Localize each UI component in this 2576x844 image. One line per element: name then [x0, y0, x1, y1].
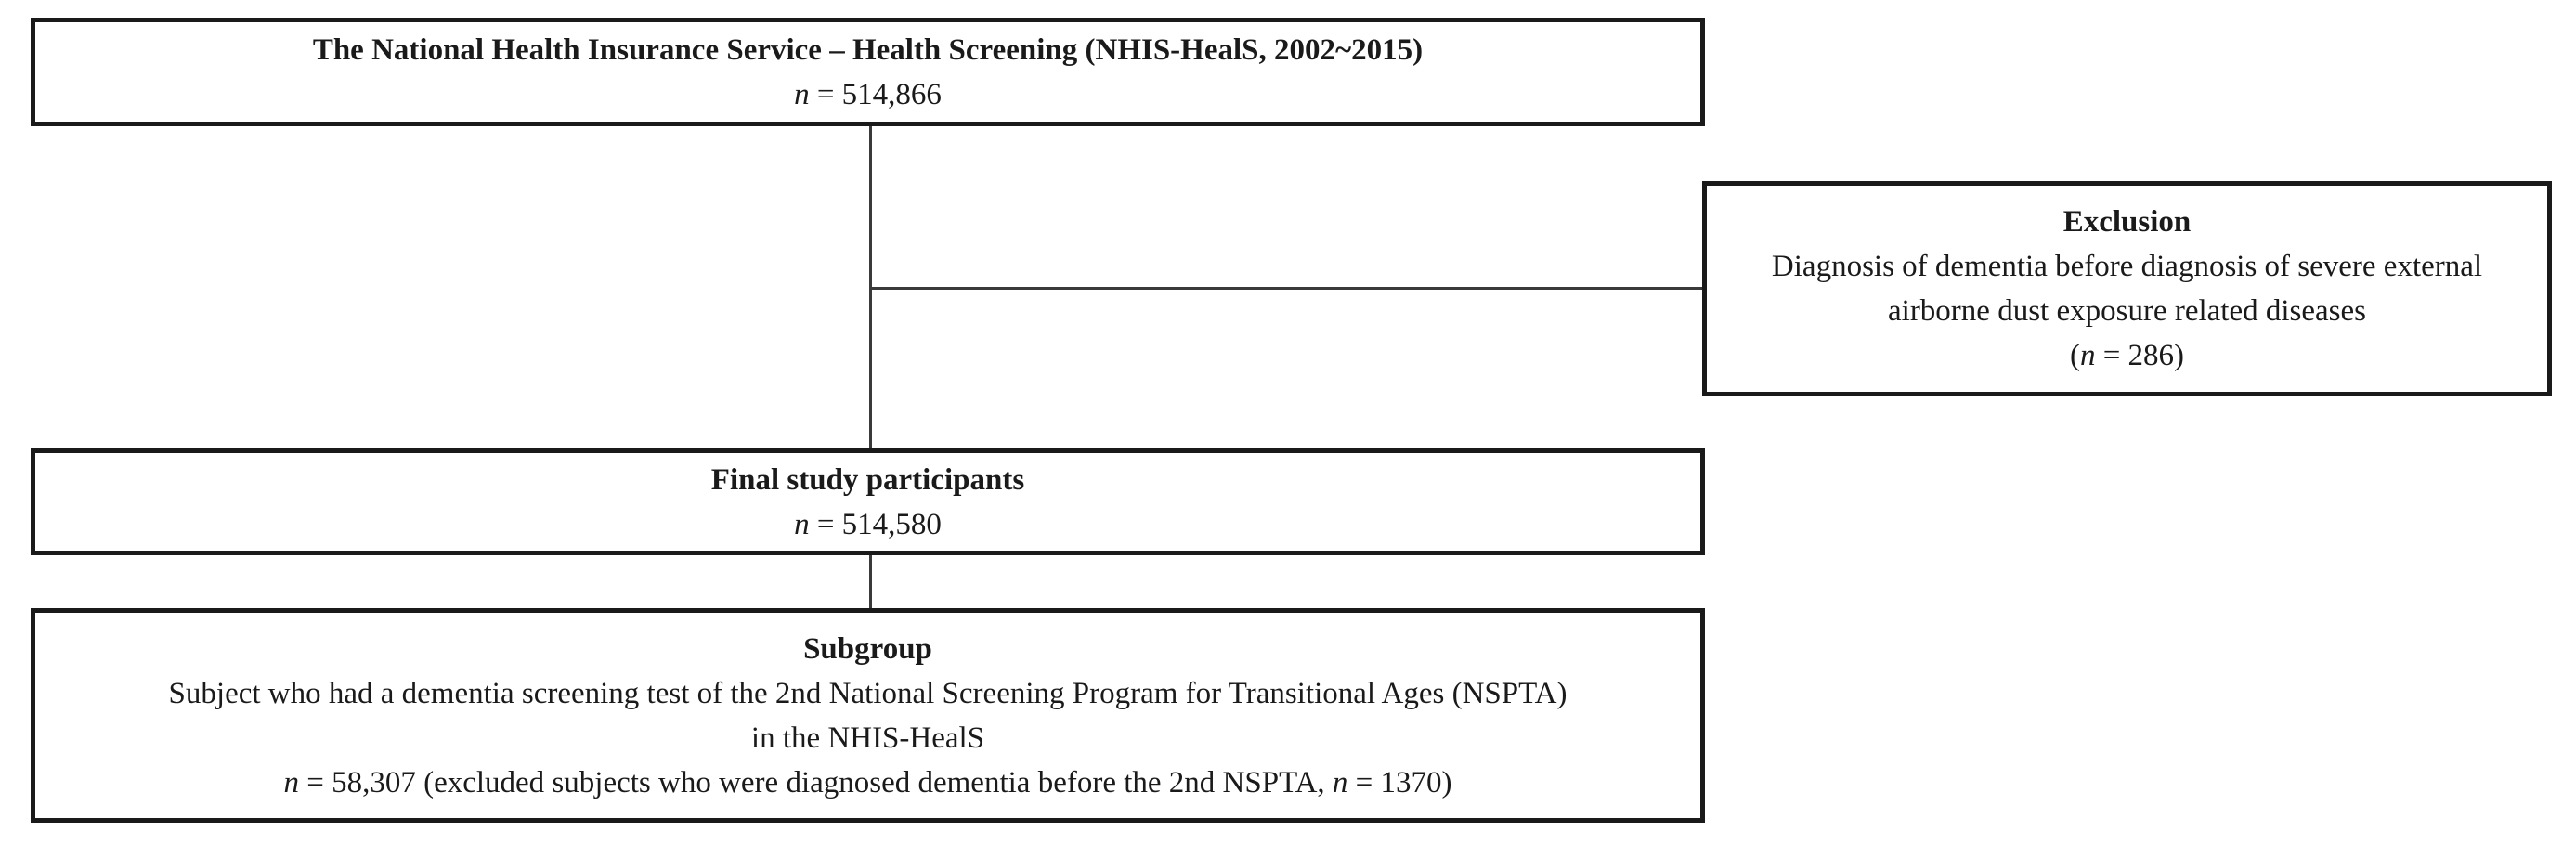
box-title: Subgroup — [803, 631, 932, 666]
box-body: Subject who had a dementia screening tes… — [169, 671, 1568, 805]
box-text-line: n = 58,307 (excluded subjects who were d… — [283, 765, 1452, 799]
box-title: Exclusion — [2062, 205, 2192, 239]
box-text-line: airborne dust exposure related diseases — [1888, 294, 2366, 328]
box-body: n = 514,580 — [794, 502, 942, 547]
connector-horizontal-exclusion — [870, 287, 1703, 290]
box-text-line: n = 514,866 — [794, 77, 942, 111]
flow-box-final-participants: Final study participants n = 514,580 — [31, 448, 1705, 555]
box-body: n = 514,866 — [794, 72, 942, 117]
box-title: Final study participants — [710, 462, 1025, 497]
box-text-line: (n = 286) — [2069, 339, 2185, 372]
box-text-line: Diagnosis of dementia before diagnosis o… — [1771, 250, 2483, 283]
flow-box-exclusion: Exclusion Diagnosis of dementia before d… — [1702, 181, 2552, 396]
box-body: Diagnosis of dementia before diagnosis o… — [1772, 244, 2482, 378]
flow-box-source-population: The National Health Insurance Service – … — [31, 18, 1705, 126]
box-text-line: n = 514,580 — [794, 507, 942, 541]
connector-vertical-bottom — [869, 555, 872, 609]
flow-box-subgroup: Subgroup Subject who had a dementia scre… — [31, 608, 1705, 823]
box-text-line: Subject who had a dementia screening tes… — [168, 676, 1568, 710]
box-title: The National Health Insurance Service – … — [312, 32, 1424, 67]
box-text-line: in the NHIS-HealS — [750, 721, 985, 755]
